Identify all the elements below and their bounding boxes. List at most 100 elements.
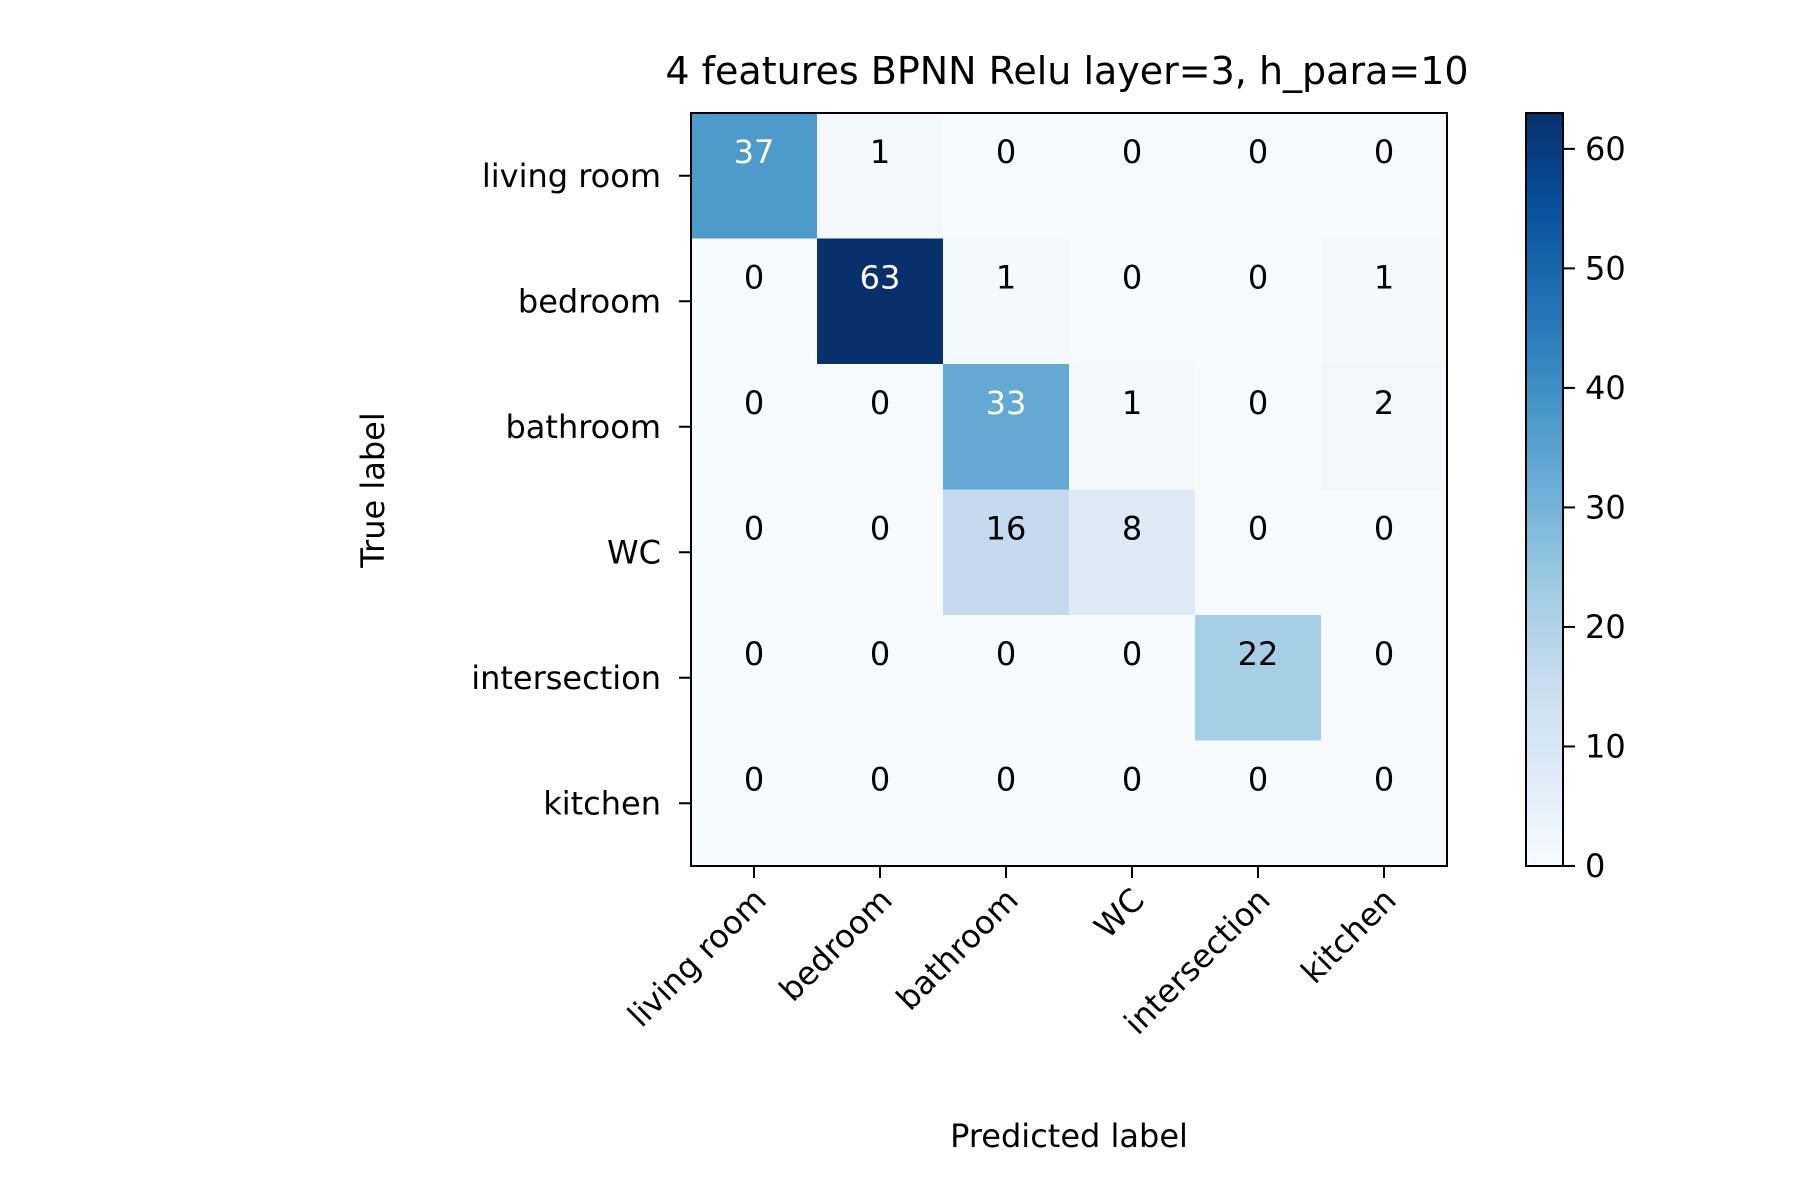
cell-value-label: 0 — [1122, 259, 1142, 297]
heatmap-cell — [1321, 489, 1448, 616]
cell-value-label: 0 — [744, 510, 764, 548]
heatmap-cell — [691, 238, 818, 365]
colorbar-tick-label: 60 — [1585, 130, 1626, 168]
cell-value-label: 0 — [870, 761, 890, 799]
x-tick-label: bedroom — [772, 881, 900, 1009]
heatmap-cell — [691, 615, 818, 741]
x-axis-label: Predicted label — [950, 1117, 1188, 1155]
heatmap-cell — [817, 740, 944, 867]
chart-title: 4 features BPNN Relu layer=3, h_para=10 — [665, 49, 1468, 93]
heatmap-cell — [1069, 615, 1196, 741]
heatmap-cell — [1195, 238, 1322, 365]
colorbar-tick-label: 10 — [1585, 727, 1626, 765]
cell-value-label: 0 — [996, 635, 1016, 673]
cell-value-label: 37 — [734, 133, 775, 171]
heatmap-cell — [1069, 489, 1196, 616]
heatmap-cell — [943, 615, 1070, 741]
y-tick-label: WC — [607, 533, 661, 571]
cell-value-label: 0 — [1122, 133, 1142, 171]
heatmap-cell — [943, 364, 1070, 490]
heatmap-cell — [691, 113, 818, 239]
heatmap-cell — [943, 113, 1070, 239]
cell-value-label: 1 — [1122, 384, 1142, 422]
cell-value-label: 63 — [860, 259, 901, 297]
colorbar-tick-label: 30 — [1585, 488, 1626, 526]
cell-value-label: 0 — [870, 635, 890, 673]
heatmap-cell — [1195, 489, 1322, 616]
colorbar-tick-label: 50 — [1585, 249, 1626, 287]
heatmap-cell — [1069, 238, 1196, 365]
cell-value-label: 0 — [1122, 635, 1142, 673]
cell-value-label: 2 — [1374, 384, 1394, 422]
cell-value-label: 0 — [1248, 761, 1268, 799]
y-tick-labels: living room bedroom bathroom WC intersection… — [471, 157, 691, 822]
cell-value-label: 0 — [996, 761, 1016, 799]
cell-value-label: 0 — [1248, 259, 1268, 297]
cell-value-label: 0 — [870, 384, 890, 422]
heatmap-cell — [691, 489, 818, 616]
cell-value-label: 1 — [1374, 259, 1394, 297]
cell-value-label: 0 — [1248, 133, 1268, 171]
heatmap-cell — [817, 615, 944, 741]
x-tick-label: living room — [620, 881, 774, 1035]
x-tick-label: WC — [1087, 881, 1152, 946]
cell-value-label: 1 — [996, 259, 1016, 297]
heatmap-cell — [943, 489, 1070, 616]
cell-value-label: 0 — [870, 510, 890, 548]
cell-value-label: 0 — [1374, 133, 1394, 171]
cell-value-label: 0 — [1374, 635, 1394, 673]
cell-value-label: 0 — [1122, 761, 1142, 799]
cell-value-label: 22 — [1238, 635, 1279, 673]
heatmap-cell — [817, 113, 944, 239]
cell-value-label: 8 — [1122, 510, 1142, 548]
cell-value-label: 33 — [986, 384, 1027, 422]
cell-value-label: 16 — [986, 510, 1027, 548]
colorbar-tick-label: 40 — [1585, 369, 1626, 407]
y-tick-label: bedroom — [518, 282, 661, 320]
cell-value-label: 0 — [1248, 510, 1268, 548]
heatmap-cell — [1195, 615, 1322, 741]
heatmap-cell — [1069, 364, 1196, 490]
heatmap-cell — [817, 489, 944, 616]
heatmap-cell — [1069, 113, 1196, 239]
heatmap-cell — [1069, 740, 1196, 867]
heatmap-cell — [1321, 364, 1448, 490]
y-axis-label: True label — [354, 412, 392, 569]
x-tick-label: bathroom — [889, 881, 1026, 1018]
y-tick-label: bathroom — [505, 408, 661, 446]
y-tick-label: intersection — [471, 659, 661, 697]
cell-value-label: 0 — [996, 133, 1016, 171]
colorbar — [1525, 112, 1564, 867]
cell-value-label: 0 — [744, 761, 764, 799]
colorbar-tick-label: 20 — [1585, 608, 1626, 646]
cell-value-label: 0 — [1248, 384, 1268, 422]
heatmap-cell — [1321, 113, 1448, 239]
cell-value-label: 1 — [870, 133, 890, 171]
cell-value-label: 0 — [744, 259, 764, 297]
heatmap-cell — [1195, 364, 1322, 490]
heatmap-frame — [690, 112, 1448, 867]
heatmap-cell — [943, 238, 1070, 365]
heatmap-cell — [817, 238, 944, 365]
cell-value-label: 0 — [744, 384, 764, 422]
heatmap-cell — [1321, 238, 1448, 365]
x-tick-label: kitchen — [1293, 881, 1403, 991]
heatmap-cells — [691, 113, 1448, 867]
colorbar-ticks: 0 10 20 30 40 50 60 — [1563, 130, 1626, 885]
heatmap-cell — [691, 364, 818, 490]
heatmap-cell — [1195, 113, 1322, 239]
colorbar-tick-label: 0 — [1585, 847, 1605, 885]
y-tick-label: living room — [482, 157, 661, 195]
heatmap-cell — [943, 740, 1070, 867]
heatmap-cell — [691, 740, 818, 867]
heatmap-cell — [1195, 740, 1322, 867]
cell-value-label: 0 — [744, 635, 764, 673]
heatmap-cell — [1321, 615, 1448, 741]
cell-value-label: 0 — [1374, 510, 1394, 548]
heatmap-cell — [1321, 740, 1448, 867]
y-tick-label: kitchen — [543, 784, 661, 822]
heatmap-cell-labels: 37 1 0 0 0 0 0 63 1 0 0 1 0 0 33 1 0 2 0 0 16 8 0 0 0 0 0 0 22 0 0 0 0 0 0… — [734, 133, 1395, 799]
cell-value-label: 0 — [1374, 761, 1394, 799]
